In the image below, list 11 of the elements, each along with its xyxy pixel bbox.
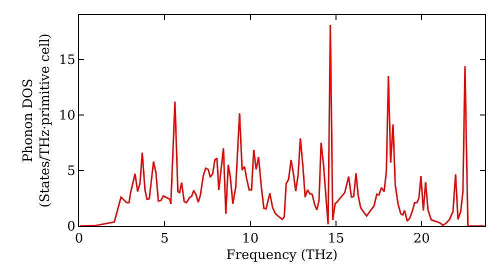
x-axis-title: Frequency (THz)	[226, 248, 338, 264]
x-tick-label: 20	[413, 232, 430, 247]
x-tick-label: 15	[328, 232, 344, 247]
y-tick-label: 0	[67, 220, 76, 235]
y-tick-label: 15	[58, 52, 76, 68]
y-tick-label: 5	[67, 164, 76, 180]
x-tick-label: 5	[160, 232, 169, 247]
x-tick-label: 10	[242, 232, 259, 247]
y-tick-label: 10	[58, 108, 76, 124]
line-series	[79, 24, 485, 226]
y-axis-title: Phonon DOS (States/THz·primitive cell)	[20, 33, 53, 208]
